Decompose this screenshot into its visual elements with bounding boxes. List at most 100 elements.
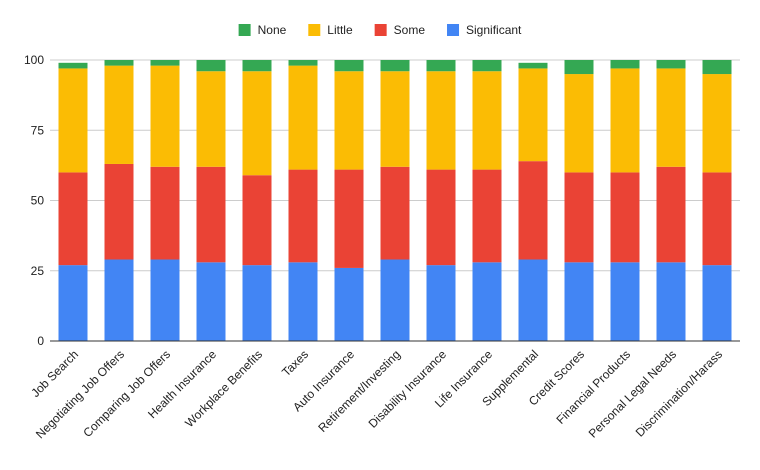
bar-segment-some [58, 172, 88, 266]
bar-segment-none [656, 60, 686, 69]
x-tick-label: Taxes [279, 347, 311, 379]
bar-segment-some [564, 172, 594, 263]
bar-segment-significant [288, 262, 318, 341]
bar-segment-none [242, 60, 272, 72]
bar-stack [426, 60, 456, 341]
legend-item-significant: Significant [447, 23, 522, 37]
legend-swatch [447, 24, 460, 36]
legend-label: None [258, 23, 287, 37]
legend-label: Some [394, 23, 426, 37]
bar-segment-little [564, 74, 594, 173]
bar-segment-significant [610, 262, 640, 341]
bar-segment-some [380, 166, 410, 260]
bar-stack [380, 60, 410, 341]
bar-segment-some [196, 166, 226, 263]
bar-segment-significant [334, 267, 364, 341]
bar-segment-some [334, 169, 364, 268]
bar-segment-none [150, 60, 180, 66]
bar-segment-some [104, 163, 134, 260]
bar-segment-none [104, 60, 134, 66]
bar-stack [702, 60, 732, 341]
bar-segment-some [656, 166, 686, 263]
bar-stack [288, 60, 318, 341]
bar-segment-little [380, 71, 410, 167]
y-tick-label: 0 [37, 334, 44, 348]
bar-segment-some [288, 169, 318, 263]
bar-segment-little [518, 68, 548, 162]
bar-segment-none [518, 62, 548, 69]
bar-stack [150, 60, 180, 341]
bar-segment-none [426, 60, 456, 72]
bar-segment-some [472, 169, 502, 263]
bar-segment-little [104, 65, 134, 164]
bar-segment-none [472, 60, 502, 72]
legend-label: Significant [466, 23, 522, 37]
bar-segment-some [610, 172, 640, 263]
bar-segment-none [610, 60, 640, 69]
bar-segment-little [702, 74, 732, 173]
bar-segment-little [426, 71, 456, 170]
bar-segment-significant [380, 259, 410, 341]
x-tick-label: Discrimination/Harass [633, 347, 725, 439]
bar-segment-significant [702, 265, 732, 341]
x-tick-label: Comparing Job Offers [80, 347, 173, 440]
bar-segment-none [564, 60, 594, 75]
bar-segment-some [150, 166, 180, 260]
bar-stack [518, 62, 548, 341]
bar-segment-significant [518, 259, 548, 341]
y-tick-label: 75 [31, 123, 45, 137]
bar-segment-little [610, 68, 640, 173]
bar-segment-significant [196, 262, 226, 341]
bar-stack [472, 60, 502, 341]
y-tick-label: 100 [24, 53, 44, 67]
legend-label: Little [327, 23, 353, 37]
bar-stack [610, 60, 640, 341]
bar-segment-little [288, 65, 318, 170]
bar-stack [58, 62, 88, 341]
bar-segment-significant [426, 265, 456, 341]
bar-segment-none [58, 62, 88, 69]
x-tick-label: Workplace Benefits [182, 347, 265, 430]
bar-stack [242, 60, 272, 341]
bar-segment-little [242, 71, 272, 176]
bar-stack [656, 60, 686, 341]
bar-segment-little [58, 68, 88, 173]
x-tick-label: Personal Legal Needs [586, 347, 679, 440]
bar-segment-significant [564, 262, 594, 341]
x-tick-label: Retirement/Investing [315, 347, 403, 435]
bar-stack [104, 60, 134, 341]
bar-segment-none [702, 60, 732, 75]
bar-segment-none [380, 60, 410, 72]
bar-segment-some [426, 169, 456, 266]
bar-segment-none [288, 60, 318, 66]
legend-item-some: Some [374, 23, 426, 37]
bar-stack [564, 60, 594, 341]
x-tick-label: Negotiating Job Offers [33, 347, 127, 441]
bar-segment-little [196, 71, 226, 167]
chart-legend: None Little Some Significant [238, 23, 522, 37]
bar-segment-none [196, 60, 226, 72]
legend-swatch [238, 24, 251, 36]
bar-segment-significant [150, 259, 180, 341]
bar-segment-little [150, 65, 180, 167]
bar-segment-significant [472, 262, 502, 341]
bar-stack [196, 60, 226, 341]
bar-segment-little [656, 68, 686, 167]
bar-segment-significant [656, 262, 686, 341]
legend-swatch [374, 24, 387, 36]
legend-item-little: Little [308, 23, 353, 37]
legend-swatch [308, 24, 321, 36]
y-tick-label: 50 [31, 194, 45, 208]
y-axis: 0 25 50 75 100 [24, 53, 44, 348]
bar-segment-some [702, 172, 732, 266]
bar-segment-none [334, 60, 364, 72]
bar-segment-little [472, 71, 502, 170]
bar-segment-little [334, 71, 364, 170]
bar-segment-significant [104, 259, 134, 341]
x-tick-label: Disability Insurance [366, 347, 450, 431]
bar-stack [334, 60, 364, 341]
bar-segment-significant [58, 265, 88, 341]
